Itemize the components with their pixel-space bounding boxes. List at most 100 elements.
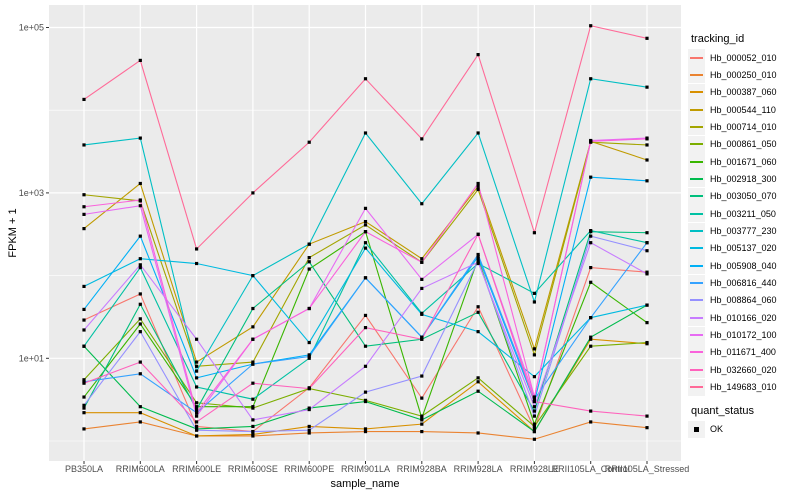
data-point <box>363 246 368 250</box>
legend-key <box>688 291 705 309</box>
data-point <box>420 414 424 418</box>
data-point <box>307 306 311 311</box>
data-point <box>195 414 199 418</box>
data-point <box>251 418 255 422</box>
x-tick-label: RRIM901LA <box>341 464 390 474</box>
data-point <box>251 405 255 409</box>
data-point <box>476 232 480 236</box>
data-point <box>420 202 424 206</box>
legend-key <box>688 343 705 361</box>
legend-label: Hb_010166_020 <box>710 312 777 323</box>
data-point <box>420 416 424 420</box>
data-point <box>195 364 199 368</box>
data-point <box>476 252 480 257</box>
data-point <box>82 406 86 410</box>
data-point <box>645 249 649 253</box>
data-point <box>307 340 311 345</box>
data-point <box>138 181 142 186</box>
legend-entry: Hb_002918_300 <box>688 170 777 188</box>
legend-key <box>688 326 705 344</box>
data-point <box>82 411 86 415</box>
x-tick-label: RRIM600SE <box>228 464 278 474</box>
data-point <box>82 193 86 197</box>
data-point <box>476 181 480 186</box>
data-point <box>420 257 424 261</box>
data-point <box>138 204 142 208</box>
data-point <box>195 420 199 424</box>
data-point <box>138 263 142 267</box>
x-tick-label: RRIM600PE <box>284 464 334 474</box>
data-point <box>82 381 86 385</box>
legend-key-line <box>690 386 703 389</box>
data-point <box>138 411 142 415</box>
legend-title-quant-status: quant_status <box>691 405 754 417</box>
data-point <box>645 231 649 235</box>
legend-label: Hb_000544_110 <box>710 104 776 115</box>
data-point <box>82 205 86 209</box>
data-point <box>532 375 536 379</box>
data-point <box>589 420 593 424</box>
data-point <box>645 321 649 325</box>
data-point <box>195 369 199 373</box>
data-point <box>645 137 649 141</box>
data-point <box>82 97 86 102</box>
legend-entry: Hb_149683_010 <box>688 378 777 396</box>
legend-label: OK <box>710 424 724 434</box>
legend-key-line <box>690 177 703 180</box>
legend-key-line <box>690 316 703 319</box>
legend-key <box>688 118 705 136</box>
data-point <box>307 356 311 360</box>
legend-entry: Hb_006816_440 <box>688 274 777 292</box>
x-tick-label: RRII105LA_Control <box>552 464 630 474</box>
legend-key <box>688 187 705 205</box>
data-point <box>251 424 255 429</box>
x-tick-label: RRIM600LE <box>172 464 221 474</box>
data-point <box>307 140 311 144</box>
data-point <box>251 360 255 364</box>
data-point <box>589 409 593 413</box>
data-point <box>532 300 536 304</box>
data-point <box>307 428 311 432</box>
data-point <box>476 260 480 264</box>
legend-key-line <box>690 195 703 198</box>
legend-key-line <box>690 91 703 94</box>
data-point <box>363 206 368 210</box>
data-point <box>195 360 199 364</box>
data-point <box>138 330 142 334</box>
legend-label: Hb_149683_010 <box>710 382 777 393</box>
y-tick-label: 1e+03 <box>19 188 44 198</box>
legend-key <box>688 49 705 66</box>
data-point <box>138 292 142 296</box>
data-point <box>420 337 424 341</box>
data-point <box>195 376 199 380</box>
data-point <box>645 143 649 147</box>
data-point <box>251 191 255 195</box>
legend-key <box>688 205 705 223</box>
data-point <box>82 344 86 348</box>
data-point <box>195 247 199 251</box>
y-axis-tick-labels: 1e+01 1e+03 1e+05 <box>19 23 44 364</box>
data-point <box>307 424 311 429</box>
data-point <box>645 36 649 40</box>
legend-entry: Hb_005137_020 <box>688 239 777 257</box>
data-point <box>251 381 255 385</box>
data-point <box>363 131 368 135</box>
data-point <box>645 270 649 274</box>
data-point <box>138 302 142 306</box>
data-point <box>82 143 86 147</box>
data-point <box>476 53 480 57</box>
data-point <box>476 330 480 334</box>
data-point <box>532 347 536 351</box>
data-point <box>307 431 311 435</box>
x-tick-label: RRIM600LA <box>116 464 165 474</box>
data-point <box>476 389 480 393</box>
data-point <box>251 397 255 401</box>
data-point <box>82 378 86 382</box>
data-point <box>420 374 424 378</box>
data-point <box>420 260 424 264</box>
data-point <box>138 405 142 409</box>
legend-key <box>688 378 705 396</box>
data-point <box>532 429 536 434</box>
data-point <box>82 395 86 399</box>
